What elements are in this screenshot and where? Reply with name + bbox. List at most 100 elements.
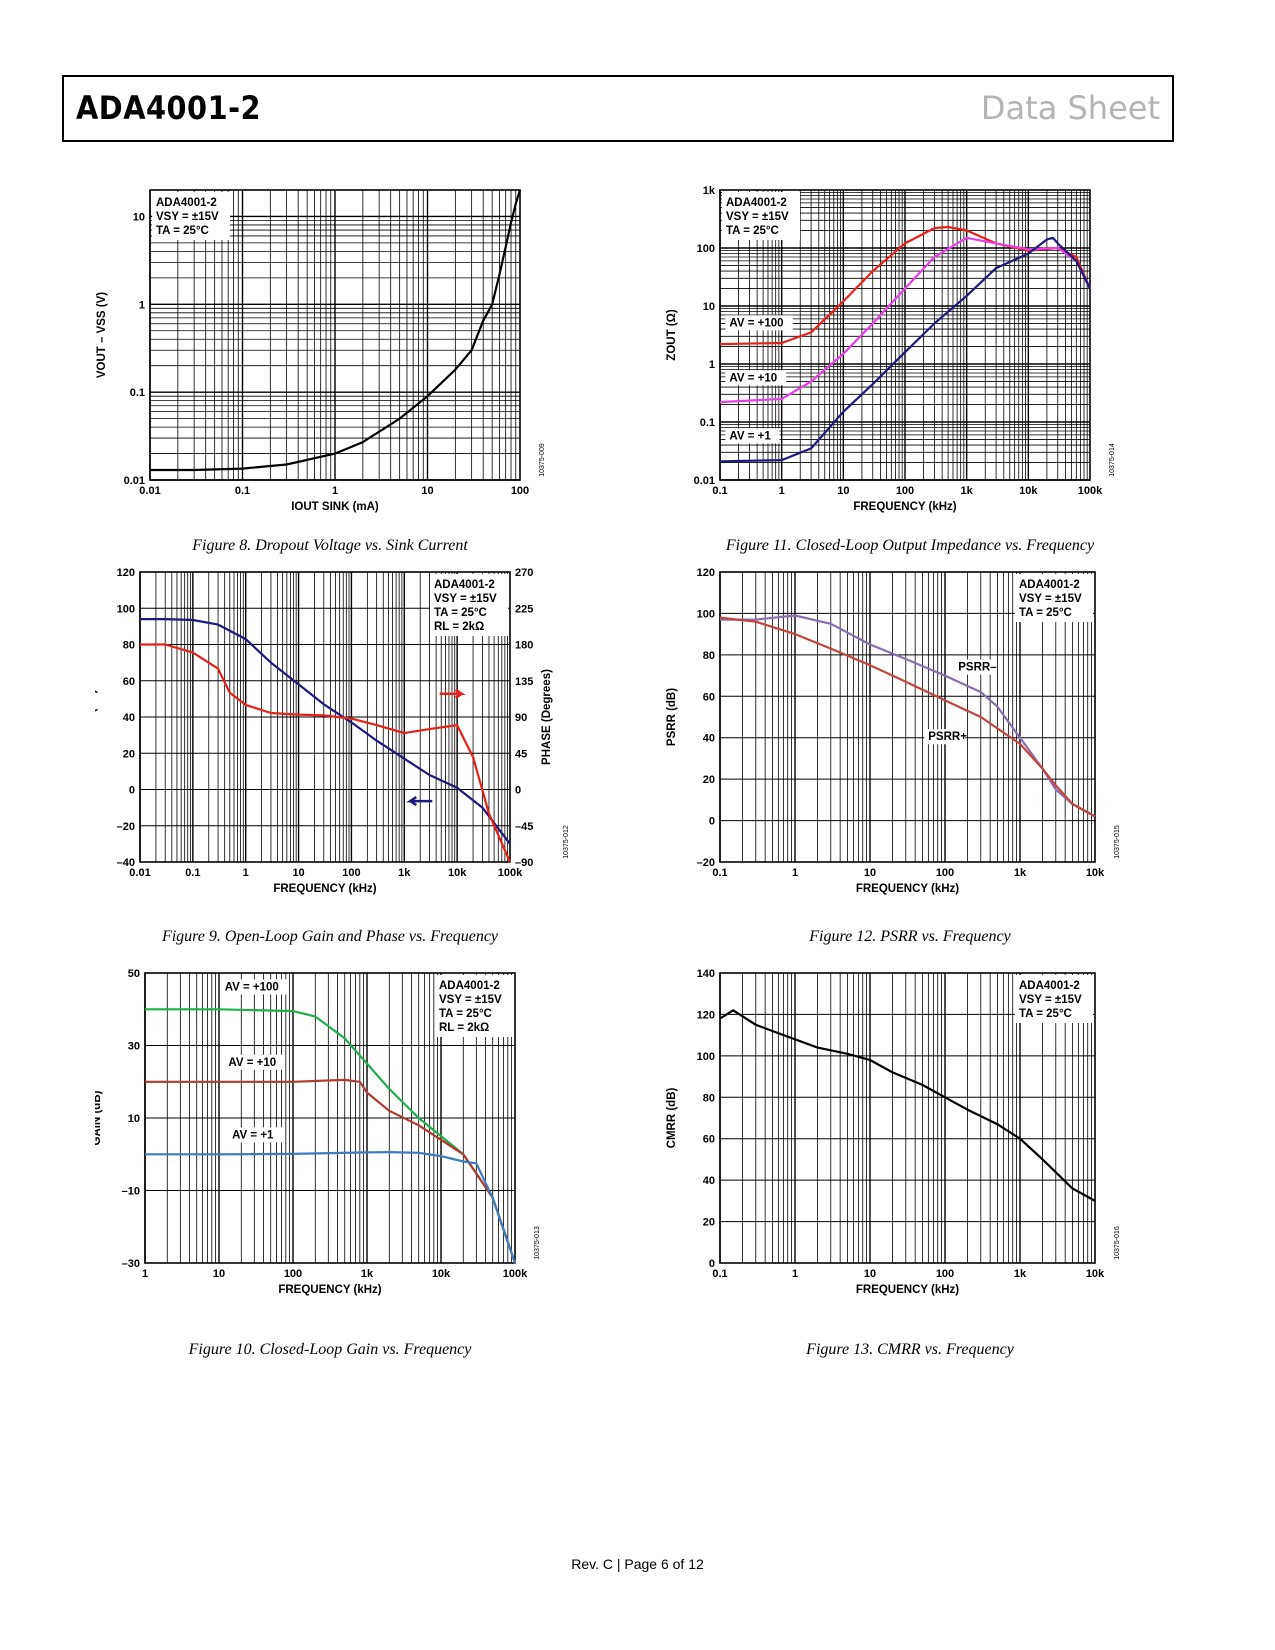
y-tick-label: 120 [697, 1009, 715, 1021]
x-tick-label: 0.1 [185, 867, 200, 879]
annotation-line: VSY = ±15V [1019, 593, 1082, 605]
y2-tick-label: 225 [515, 603, 533, 615]
annotation-line: TA = 25°C [726, 225, 779, 237]
chart-svg-fig9: ADA4001-2 VSY = ±15V TA = 25°C RL = 2kΩ 0.01… [95, 567, 570, 895]
annotation-box: ADA4001-2 VSY = ±15V TA = 25°C RL = 2kΩ [430, 574, 508, 636]
y2-tick-label: 180 [515, 640, 533, 652]
curve-label: PSRR– [958, 662, 997, 674]
annotation-line: ADA4001-2 [439, 980, 500, 992]
x-tick-label: 0.1 [235, 485, 250, 497]
y-tick-label: –20 [697, 857, 715, 869]
x-tick-label: 1 [332, 485, 338, 497]
x-tick-label: 10 [213, 1268, 225, 1280]
y2-tick-label: 270 [515, 567, 533, 579]
x-tick-label: 0.01 [129, 867, 150, 879]
x-tick-label: 0.1 [712, 1268, 727, 1280]
y-axis-label: CMRR (dB) [666, 1087, 678, 1148]
x-tick-label: 100 [936, 1268, 954, 1280]
annotation-box: ADA4001-2 VSY = ±15V TA = 25°C [722, 192, 800, 240]
y2-tick-label: –90 [515, 857, 533, 869]
series-line [140, 618, 511, 845]
annotation-line: RL = 2kΩ [434, 621, 484, 633]
y-tick-label: 1k [703, 185, 716, 197]
x-tick-label: 10 [837, 485, 849, 497]
y-axis-label: VOUT – VSS (V) [96, 292, 108, 378]
chart-svg-fig8: ADA4001-2 VSY = ±15V TA = 25°C 0.01 0.1 1 10 10… [96, 189, 546, 513]
figure-code: 10375-015 [1114, 825, 1121, 859]
y-tick-label: 100 [697, 243, 715, 255]
caption-fig11: Figure 11. Closed-Loop Output Impedance … [725, 537, 1095, 554]
series-line [145, 1008, 517, 1264]
y2-tick-label: 45 [515, 748, 527, 760]
gain-arrow [406, 796, 433, 807]
y-tick-label: 40 [123, 712, 135, 724]
annotation-line: ADA4001-2 [434, 579, 495, 591]
annotation-line: TA = 25°C [1019, 1008, 1072, 1020]
y2-tick-label: –45 [515, 821, 533, 833]
annotation-line: VSY = ±15V [726, 211, 789, 223]
x-tick-label: 100 [936, 867, 954, 879]
y-tick-label: 120 [117, 567, 135, 579]
annotation-line: ADA4001-2 [156, 197, 217, 209]
x-tick-label: 1 [142, 1268, 148, 1280]
x-tick-label: 10k [1019, 485, 1038, 497]
chart-svg-fig10: ADA4001-2 VSY = ±15V TA = 25°C RL = 2kΩ AV =… [95, 968, 541, 1296]
x-tick-label: 1k [1014, 867, 1027, 879]
annotation-line: VSY = ±15V [156, 211, 219, 223]
annotation-line: TA = 25°C [1019, 607, 1072, 619]
x-tick-label: 10k [432, 1268, 451, 1280]
y-tick-label: 140 [697, 968, 715, 980]
x-tick-label: 100 [342, 867, 360, 879]
annotation-line: TA = 25°C [156, 225, 209, 237]
y2-tick-label: 0 [515, 785, 521, 797]
y-tick-label: 1 [709, 359, 715, 371]
series-line [719, 236, 1091, 404]
chart-fig10: ADA4001-2 VSY = ±15V TA = 25°C RL = 2kΩ AV =… [95, 958, 555, 1318]
y-tick-label: 60 [703, 691, 715, 703]
y-tick-label: 0.01 [124, 475, 145, 487]
y-axis-label: GAIN (dB) [95, 689, 98, 744]
annotation-line: VSY = ±15V [439, 994, 502, 1006]
grid [144, 972, 516, 1264]
x-axis-label: FREQUENCY (kHz) [278, 1284, 381, 1296]
chart-fig12: ADA4001-2 VSY = ±15V TA = 25°C PSRR– PSRR+ 0.… [660, 562, 1140, 922]
x-tick-label: 10k [448, 867, 467, 879]
y-axis-label: PSRR (dB) [666, 688, 678, 746]
grid [139, 571, 511, 863]
series-line [719, 236, 1091, 463]
annotation-line: ADA4001-2 [1019, 579, 1080, 591]
y-tick-label: 1 [139, 299, 145, 311]
series-line [140, 643, 512, 863]
annotation-box: ADA4001-2 VSY = ±15V TA = 25°C [152, 192, 230, 240]
y-tick-label: 10 [133, 211, 145, 223]
series-line [145, 1078, 517, 1264]
y2-axis-label: PHASE (Degrees) [541, 669, 553, 765]
annotation-line: VSY = ±15V [434, 593, 497, 605]
y-tick-label: 20 [123, 748, 135, 760]
y-tick-label: 30 [128, 1041, 140, 1053]
page-footer: Rev. C | Page 6 of 12 [571, 1556, 704, 1572]
figure-code: 10375-014 [1109, 443, 1116, 477]
series-line [145, 1151, 517, 1264]
y-tick-label: 40 [703, 733, 715, 745]
y-tick-label: 20 [703, 1217, 715, 1229]
y-tick-label: 60 [703, 1134, 715, 1146]
y-axis-label: GAIN (dB) [95, 1090, 103, 1145]
figure-code: 10375-013 [534, 1226, 541, 1260]
x-tick-label: 100k [498, 867, 523, 879]
y-tick-label: 100 [117, 603, 135, 615]
x-tick-label: 10 [421, 485, 433, 497]
caption-fig12: Figure 12. PSRR vs. Frequency [809, 928, 1011, 945]
series-line [150, 189, 522, 472]
annotation-line: ADA4001-2 [726, 197, 787, 209]
x-tick-label: 1k [361, 1268, 374, 1280]
x-tick-label: 0.1 [712, 485, 727, 497]
y-tick-label: 50 [128, 968, 140, 980]
chart-svg-fig12: ADA4001-2 VSY = ±15V TA = 25°C PSRR– PSRR+ 0.… [666, 567, 1121, 895]
chart-svg-fig13: ADA4001-2 VSY = ±15V TA = 25°C 0.1 1 10 100 1k 1… [666, 968, 1121, 1296]
x-axis-label: FREQUENCY (kHz) [856, 1284, 959, 1296]
y-tick-label: 20 [703, 774, 715, 786]
x-tick-label: 100 [284, 1268, 302, 1280]
caption-fig13: Figure 13. CMRR vs. Frequency [806, 1341, 1014, 1358]
y-tick-label: 60 [123, 676, 135, 688]
